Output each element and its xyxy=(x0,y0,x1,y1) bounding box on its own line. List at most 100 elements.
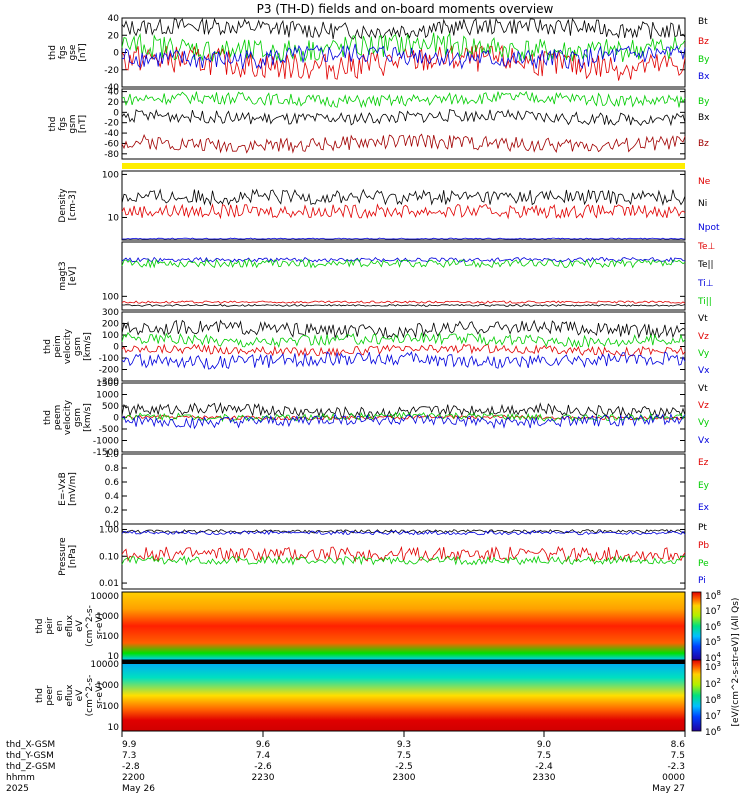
legend-label: By xyxy=(698,55,710,65)
legend-label: Bx xyxy=(698,113,710,123)
spectrogram-band xyxy=(122,660,685,664)
y-tick-label: -1000 xyxy=(93,437,119,447)
panel-pressure: 1.00 0.10 0.01 Pressure [nPa] Pt Pb Pe Pi xyxy=(58,523,709,590)
ephem-value: 9.3 xyxy=(397,740,411,750)
ephem-value: 7.3 xyxy=(122,751,136,761)
y-tick-label: 40 xyxy=(108,14,120,24)
ephem-value: 9.0 xyxy=(537,740,552,750)
colorbar-tick-label: 107 xyxy=(705,604,721,617)
ephem-value: -2.4 xyxy=(535,762,553,772)
series-line-Pe xyxy=(121,555,686,566)
y-axis-label: peim xyxy=(53,335,63,358)
y-tick-label: 0.2 xyxy=(105,506,119,516)
colorbar-tick-exponent: 5 xyxy=(716,635,720,643)
series-line-Vy xyxy=(121,411,686,423)
y-axis-label: gsm xyxy=(73,337,83,356)
colorbar-tick-base: 10 xyxy=(705,654,717,664)
y-tick-label: 300 xyxy=(102,308,119,318)
y-axis-label: en xyxy=(55,690,65,701)
series-line-Pi xyxy=(121,530,686,536)
y-axis-label: thd xyxy=(48,117,58,132)
ephem-value: 7.5 xyxy=(671,751,685,761)
series-line-Bx xyxy=(121,43,686,70)
ephem-value: 9.6 xyxy=(256,740,271,750)
colorbar-tick-base: 10 xyxy=(705,592,717,602)
y-tick-label: 10000 xyxy=(90,660,119,670)
colorbar-tick-base: 10 xyxy=(705,728,717,738)
legend-label: Pe xyxy=(698,559,709,569)
y-tick-label: -20 xyxy=(104,66,119,76)
colorbar-tick-base: 10 xyxy=(705,663,717,673)
series-line-Vz xyxy=(121,343,686,357)
legend-label: Ne xyxy=(698,177,711,187)
colorbar-tick-label: 108 xyxy=(705,693,721,706)
panel-frame xyxy=(121,88,686,160)
y-tick-label: 0.10 xyxy=(99,552,119,562)
ephem-value: 7.5 xyxy=(537,751,551,761)
y-tick-label: -100 xyxy=(99,354,120,364)
legend-label: Vz xyxy=(698,332,709,342)
year-label: 2025 xyxy=(6,784,29,794)
colorbar-tick-exponent: 7 xyxy=(716,709,720,717)
colorbar-tick-label: 106 xyxy=(705,725,721,738)
y-axis-label: [cm-3] xyxy=(68,191,78,221)
y-tick-label: 0 xyxy=(113,343,119,353)
chart-title: P3 (TH-D) fields and on-board moments ov… xyxy=(257,2,554,16)
y-tick-label: 100 xyxy=(102,702,119,712)
y-axis-label: [mV/m] xyxy=(68,472,78,506)
y-axis-label: thd xyxy=(43,339,53,354)
y-axis-label: E=-VxB xyxy=(58,472,68,506)
colorbar-tick-exponent: 7 xyxy=(716,604,720,612)
y-tick-label: 40 xyxy=(108,88,120,98)
y-axis-label: thd xyxy=(43,410,53,425)
ephem-value: 2200 xyxy=(122,773,145,783)
colorbar-tick-exponent: 2 xyxy=(716,677,720,685)
legend-label: Vy xyxy=(698,349,710,359)
series-line-Te⊥ xyxy=(121,300,686,304)
legend-label: Vz xyxy=(698,401,709,411)
ephem-value: 2330 xyxy=(533,773,556,783)
colorbar-tick-label: 103 xyxy=(705,660,721,673)
y-tick-label: 0.4 xyxy=(105,492,120,502)
series-line-Npot xyxy=(122,237,686,240)
status-bar xyxy=(122,163,685,169)
y-tick-label: 0 xyxy=(113,108,119,118)
colorbar-tick-label: 108 xyxy=(705,589,721,602)
legend-label: Bz xyxy=(698,139,709,149)
colorbar-tick-exponent: 8 xyxy=(716,589,720,597)
y-tick-label: -60 xyxy=(104,139,119,149)
colorbar-tick-base: 10 xyxy=(705,623,717,633)
spectrogram-image xyxy=(122,660,685,731)
series-line-Pb xyxy=(121,545,686,563)
y-axis-label: fgs xyxy=(58,45,68,59)
y-axis-label: Density xyxy=(58,188,68,223)
y-tick-label: 20 xyxy=(108,98,120,108)
series-line-Pt xyxy=(121,529,686,534)
legend-label: Ex xyxy=(698,503,710,513)
colorbar-tick-exponent: 6 xyxy=(716,620,721,628)
series-line-Bt xyxy=(121,17,686,40)
ephem-value: -2.6 xyxy=(254,762,272,772)
y-tick-label: -500 xyxy=(99,425,120,435)
y-axis-label: [km/s] xyxy=(83,332,93,361)
ephem-row-label: thd_X-GSM xyxy=(6,740,55,750)
y-axis-label: Pressure xyxy=(58,537,68,576)
y-axis-label: [nPa] xyxy=(68,545,78,568)
y-tick-label: 100 xyxy=(102,632,119,642)
y-axis-label: thd xyxy=(48,45,58,60)
legend-label: Vt xyxy=(698,384,708,394)
y-tick-label: -40 xyxy=(104,83,119,93)
y-tick-label: 10000 xyxy=(90,592,119,602)
colorbar-tick-base: 10 xyxy=(705,696,717,706)
y-axis-label: gse xyxy=(68,44,78,60)
legend-label: Pi xyxy=(698,576,706,586)
ephem-value: 2230 xyxy=(252,773,275,783)
y-axis-label: eV xyxy=(75,689,85,702)
y-axis-label: [km/s] xyxy=(83,403,93,432)
date-end-label: May 27 xyxy=(652,784,685,794)
colorbar-tick-label: 104 xyxy=(705,651,721,664)
y-axis-label: eV xyxy=(75,619,85,632)
